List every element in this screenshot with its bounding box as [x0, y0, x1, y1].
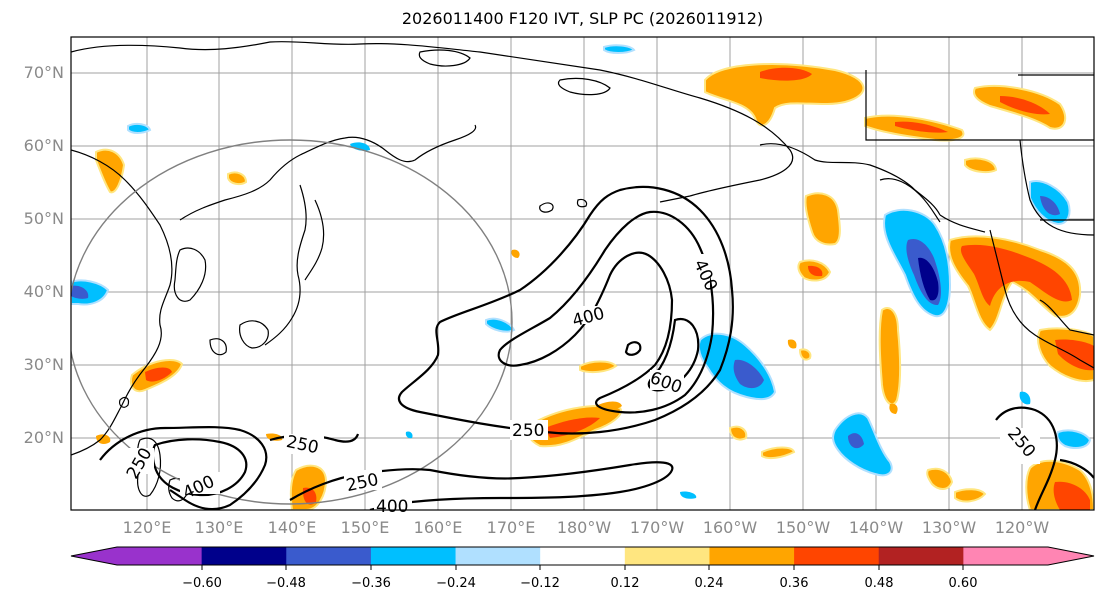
contour-label: 400	[376, 497, 408, 517]
colorbar-tick-label: 0.48	[864, 576, 894, 591]
reference-circle	[71, 139, 513, 505]
lon-label-170w: 170°W	[629, 518, 685, 537]
lon-label-180w: 180°W	[556, 518, 612, 537]
colorbar	[70, 546, 1095, 566]
colorbar-segment	[455, 547, 541, 565]
colorbar-segment	[201, 547, 287, 565]
colorbar-ticks	[201, 565, 964, 570]
colorbar-segment	[286, 547, 372, 565]
colorbar-extend-max	[1048, 547, 1094, 565]
lon-label-160w: 160°W	[702, 518, 758, 537]
map-title: 2026011400 F120 IVT, SLP PC (2026011912)	[401, 9, 764, 28]
colorbar-tick-label: −0.24	[436, 576, 476, 591]
colorbar-tick-label: 0.60	[948, 576, 978, 591]
lon-label-160e: 160°E	[413, 518, 463, 537]
colorbar-tick-label: −0.12	[520, 576, 560, 591]
lon-label-170e: 170°E	[486, 518, 536, 537]
colorbar-tick-label: −0.60	[182, 576, 222, 591]
lon-label-140w: 140°W	[848, 518, 904, 537]
lon-label-130e: 130°E	[194, 518, 244, 537]
colorbar-tick-label: 0.12	[610, 576, 640, 591]
colorbar-segment	[370, 547, 457, 565]
colorbar-segment	[878, 547, 964, 565]
colorbar-extend-min	[71, 547, 117, 565]
colorbar-segment	[117, 547, 203, 565]
colorbar-tick-label: −0.48	[266, 576, 306, 591]
colorbar-outline	[70, 546, 1095, 566]
lat-label-70n: 70°N	[23, 63, 64, 82]
colorbar-segment	[794, 547, 880, 565]
contour-label-backgrounds	[120, 254, 1040, 510]
lat-label-20n: 20°N	[23, 428, 64, 447]
colorbar-tick-label: 0.24	[694, 576, 724, 591]
colorbar-segment	[624, 547, 710, 565]
lat-label-40n: 40°N	[23, 282, 64, 301]
lon-label-150w: 150°W	[775, 518, 831, 537]
positive-anomaly-fills	[95, 63, 1094, 510]
lon-label-120w: 120°W	[994, 518, 1050, 537]
negative-anomaly-fills	[71, 44, 1092, 499]
contour-label: 250	[512, 421, 544, 441]
lon-label-140e: 140°E	[267, 518, 317, 537]
lon-label-120e: 120°E	[122, 518, 172, 537]
colorbar-tick-label: −0.36	[351, 576, 391, 591]
colorbar-segment	[963, 547, 1049, 565]
map-frame	[70, 36, 1095, 511]
colorbar-segment	[709, 547, 795, 565]
colorbar-tick-label: 0.36	[779, 576, 809, 591]
lat-label-50n: 50°N	[23, 209, 64, 228]
lat-label-30n: 30°N	[23, 355, 64, 374]
lat-label-60n: 60°N	[23, 136, 64, 155]
colorbar-segment	[540, 547, 626, 565]
lon-label-150e: 150°E	[340, 518, 390, 537]
lon-label-130w: 130°W	[921, 518, 977, 537]
